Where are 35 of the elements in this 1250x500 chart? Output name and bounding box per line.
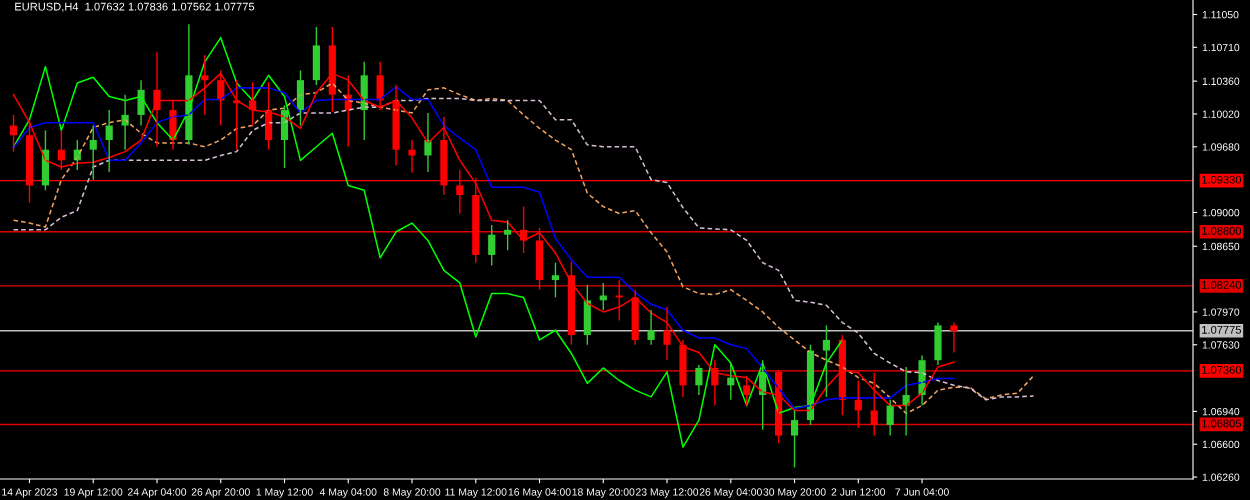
- x-tick-label: 8 May 20:00: [383, 488, 441, 498]
- ref-line-label: 1.07775: [1202, 325, 1242, 334]
- x-tick-label: 30 May 20:00: [763, 488, 826, 498]
- x-tick-label: 23 May 12:00: [635, 488, 699, 498]
- y-tick-label: 1.08650: [1202, 242, 1240, 251]
- ref-line-label: 1.06805: [1202, 419, 1242, 428]
- y-tick-label: 1.07970: [1202, 308, 1240, 316]
- ref-line-label: 1.07360: [1202, 365, 1242, 374]
- ref-line-label: 1.08240: [1202, 280, 1242, 289]
- y-tick-label: 1.07630: [1202, 341, 1240, 349]
- y-tick-label: 1.11050: [1202, 10, 1239, 19]
- y-tick-label: 1.10020: [1202, 110, 1240, 118]
- ref-line-label: 1.09330: [1202, 175, 1242, 184]
- x-tick-label: 26 Apr 20:00: [191, 488, 250, 498]
- x-tick-label: 16 May 04:00: [508, 488, 571, 498]
- line-series: [12, 36, 844, 448]
- y-tick-label: 1.06600: [1202, 440, 1240, 449]
- y-tick-label: 1.10360: [1202, 77, 1240, 85]
- x-tick-label: 19 Apr 12:00: [64, 488, 123, 498]
- ref-line-label: 1.08800: [1202, 226, 1242, 235]
- y-tick-label: 1.09680: [1202, 143, 1240, 151]
- y-tick-label: 1.06260: [1202, 473, 1240, 481]
- x-tick-label: 7 Jun 04:00: [895, 488, 949, 496]
- x-tick-label: 11 May 12:00: [445, 488, 507, 498]
- y-tick-label: 1.10710: [1202, 43, 1240, 52]
- x-tick-label: 2 Jun 12:00: [831, 488, 886, 496]
- x-tick-label: 14 Apr 2023: [2, 488, 58, 498]
- x-tick-label: 26 May 04:00: [699, 488, 762, 498]
- x-tick-label: 24 Apr 04:00: [127, 488, 187, 498]
- y-tick-label: 1.06940: [1202, 407, 1240, 416]
- x-tick-label: 1 May 12:00: [256, 488, 313, 498]
- chart-title: EURUSD,H4 1.07632 1.07836 1.07562 1.07775: [15, 2, 255, 12]
- y-tick-label: 1.09000: [1202, 208, 1240, 217]
- x-tick-label: 18 May 20:00: [572, 488, 635, 498]
- x-tick-label: 4 May 04:00: [319, 488, 377, 498]
